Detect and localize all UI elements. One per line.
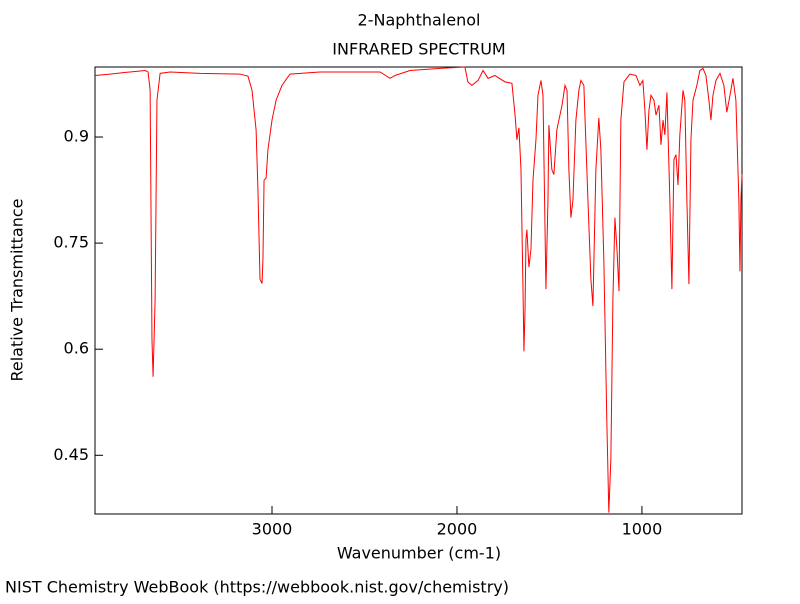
y-tick-label: 0.6 bbox=[64, 339, 89, 358]
x-axis-label: Wavenumber (cm-1) bbox=[337, 544, 501, 563]
y-tick-label: 0.75 bbox=[53, 233, 89, 252]
chart-subtitle: INFRARED SPECTRUM bbox=[332, 40, 505, 59]
x-tick-label: 3000 bbox=[252, 520, 293, 539]
chart-title: 2-Naphthalenol bbox=[358, 11, 481, 30]
y-tick-label: 0.45 bbox=[53, 445, 89, 464]
footer: NIST Chemistry WebBook (https://webbook.… bbox=[5, 578, 509, 597]
y-tick-label: 0.9 bbox=[64, 127, 89, 146]
x-tick-label: 1000 bbox=[622, 520, 663, 539]
y-axis-label: Relative Transmittance bbox=[8, 198, 27, 381]
spectrum-line bbox=[94, 66, 743, 513]
x-tick-label: 2000 bbox=[437, 520, 478, 539]
plot-frame bbox=[94, 66, 743, 515]
